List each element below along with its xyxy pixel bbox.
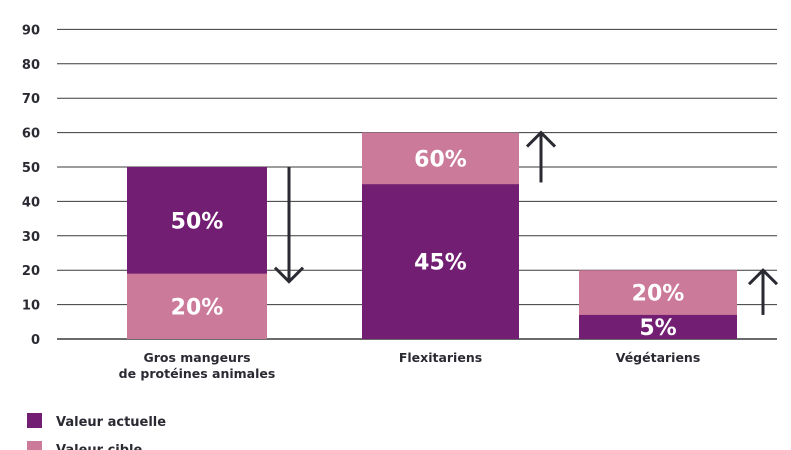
data-label: 5% xyxy=(639,316,676,341)
x-tick-label: de protéines animales xyxy=(119,366,276,381)
legend-label: Valeur cible xyxy=(56,443,143,450)
y-tick-label: 70 xyxy=(22,92,40,107)
legend-swatch xyxy=(27,441,42,450)
y-tick-label: 50 xyxy=(22,161,40,176)
arrowhead-icon xyxy=(525,130,557,148)
legend-label: Valeur actuelle xyxy=(56,415,166,430)
bar-current xyxy=(362,184,519,339)
data-label: 45% xyxy=(414,251,467,276)
y-tick-label: 10 xyxy=(22,299,40,314)
y-tick-label: 30 xyxy=(22,230,40,245)
y-tick-label: 0 xyxy=(31,333,40,348)
data-label: 60% xyxy=(414,147,467,172)
y-tick-label: 60 xyxy=(22,127,40,142)
data-label: 50% xyxy=(171,209,224,234)
y-tick-label: 20 xyxy=(22,264,40,279)
y-tick-label: 40 xyxy=(22,195,40,210)
bar-current xyxy=(579,314,737,339)
data-label: 20% xyxy=(171,295,224,320)
bar-target xyxy=(127,273,267,339)
x-tick-label: Végétariens xyxy=(616,350,701,365)
x-tick-label: Gros mangeurs xyxy=(143,350,250,365)
y-tick-label: 100 xyxy=(13,0,40,4)
arrowhead-icon xyxy=(273,266,305,284)
legend-swatch xyxy=(27,413,42,428)
y-tick-label: 80 xyxy=(22,58,40,73)
data-label: 20% xyxy=(632,282,685,307)
y-tick-label: 90 xyxy=(22,23,40,38)
arrowhead-icon xyxy=(747,268,779,286)
x-tick-label: Flexitariens xyxy=(399,350,482,365)
